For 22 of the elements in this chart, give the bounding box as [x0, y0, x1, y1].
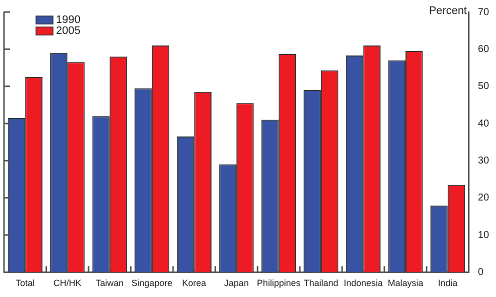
y-axis-title: Percent — [428, 5, 467, 18]
legend-label: 1990 — [56, 14, 80, 26]
x-tick-label: Taiwan — [96, 278, 124, 288]
x-tick-label: India — [438, 278, 458, 288]
x-tick-label: Indonesia — [344, 278, 383, 288]
x-tick-label: Total — [16, 278, 35, 288]
legend-label: 2005 — [56, 25, 80, 38]
y-tick-label: 30 — [478, 155, 490, 166]
y-tick-label: 10 — [478, 230, 490, 241]
y-tick-label: 20 — [478, 192, 490, 204]
x-tick-label: Malaysia — [388, 278, 424, 288]
y-tick-label: 60 — [478, 44, 490, 55]
y-tick-label: 40 — [478, 118, 490, 130]
y-tick-label: 0 — [478, 266, 484, 278]
x-tick-label: Singapore — [131, 278, 172, 288]
y-tick-label: 50 — [478, 81, 490, 92]
x-tick-label: Thailand — [304, 278, 338, 288]
x-tick-label: Philippines — [256, 278, 301, 288]
y-tick-label: 70 — [478, 6, 490, 18]
x-tick-label: Japan — [224, 278, 249, 288]
x-tick-label: Korea — [182, 278, 206, 288]
x-tick-label: CH/HK — [53, 278, 82, 288]
